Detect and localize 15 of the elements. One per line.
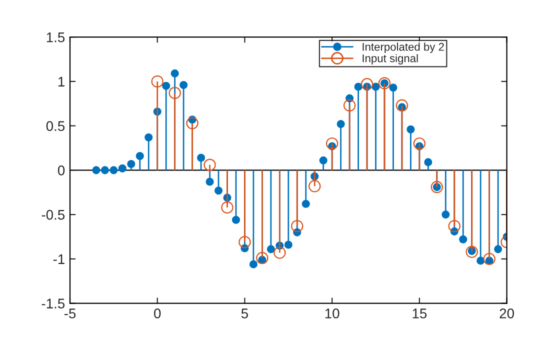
x-tick-label: 10 (325, 308, 340, 318)
y-tick-label: -1.5 (42, 298, 65, 308)
y-tick-label: -1 (53, 254, 64, 264)
x-tick-label: 15 (412, 308, 427, 318)
y-tick-label: -0.5 (42, 210, 65, 220)
y-tick-label: 0 (58, 166, 65, 176)
x-tick-label: 0 (154, 308, 161, 318)
y-tick-label: 0.5 (46, 121, 65, 131)
legend-label: Interpolated by 2 (362, 42, 444, 53)
x-tick-label: 20 (500, 308, 514, 318)
legend-label: Input signal (362, 54, 418, 64)
y-tick-label: 1 (58, 76, 64, 86)
y-tick-label: 1.5 (46, 32, 65, 42)
x-tick-label: 5 (241, 308, 248, 318)
x-tick-label: -5 (64, 308, 76, 318)
